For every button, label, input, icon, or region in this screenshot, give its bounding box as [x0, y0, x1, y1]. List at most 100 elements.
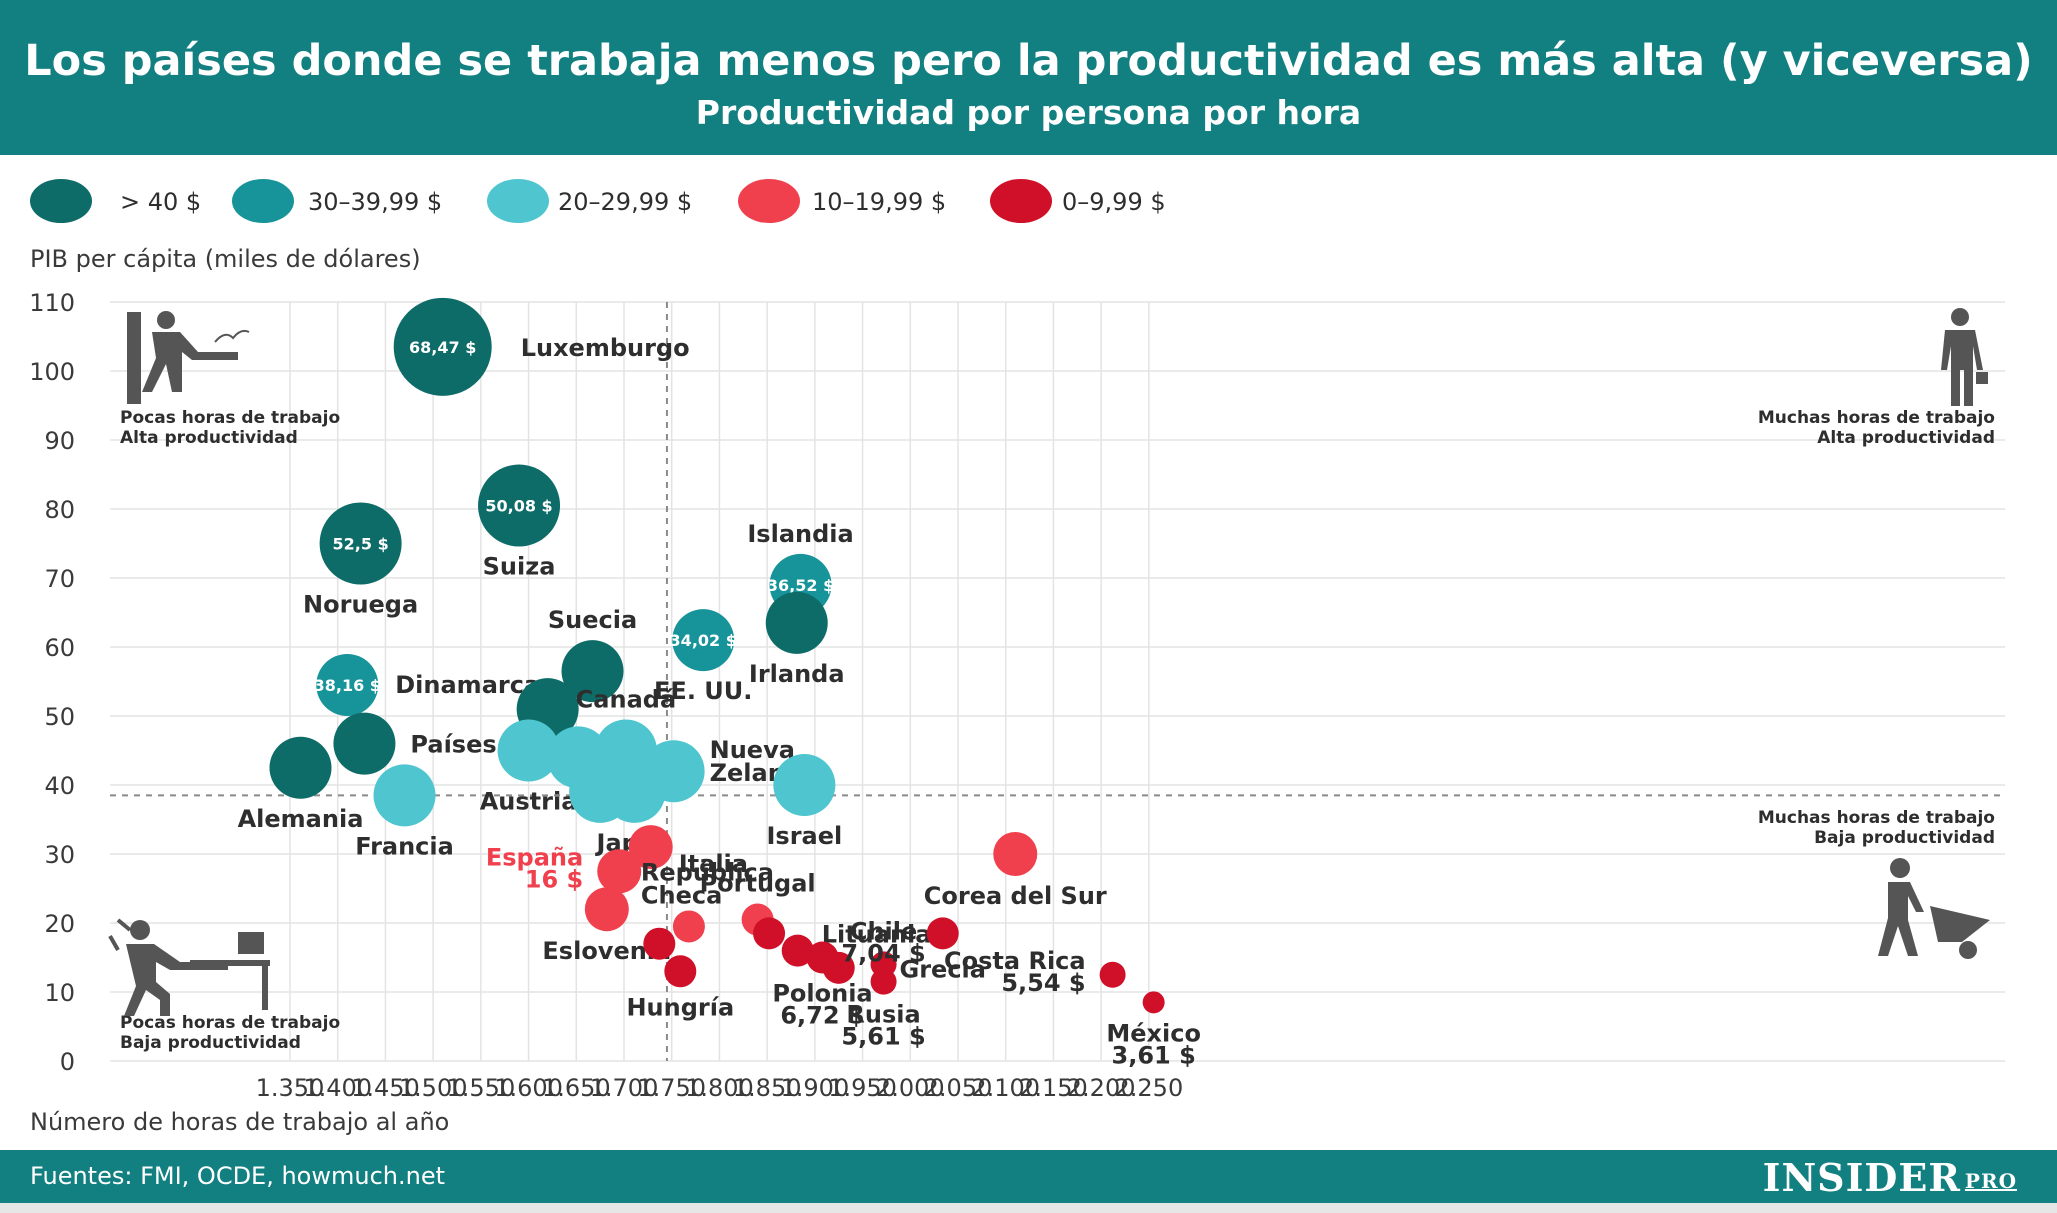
relaxed-worker-icon: [127, 311, 250, 404]
x-tick-label: 1.500: [399, 1074, 468, 1102]
y-tick-label: 90: [44, 427, 75, 455]
sources-note: Fuentes: FMI, OCDE, howmuch.net: [30, 1162, 446, 1190]
data-point-méxico: [1142, 991, 1165, 1014]
quadrant-label-bottom-left: Baja productividad: [120, 1033, 301, 1053]
x-tick-label: 1.650: [542, 1074, 611, 1102]
value-label: 36,52 $: [767, 576, 834, 595]
x-tick-label: 2.200: [1067, 1074, 1136, 1102]
data-point-dinamarca: [316, 653, 379, 716]
country-label: Canadá: [576, 686, 676, 714]
legend-swatch-c10_19: [738, 179, 800, 223]
country-label: Corea del Sur: [924, 882, 1107, 910]
data-point-españa: [597, 849, 642, 894]
country-label: México 3,61 $: [1106, 1019, 1201, 1069]
data-point-países-bajos: [333, 712, 396, 775]
country-label: Grecia: [900, 955, 986, 983]
chart-title: Los países donde se trabaja menos pero l…: [24, 36, 2033, 86]
legend-label: 30–39,99 $: [308, 188, 442, 216]
x-axis-title: Número de horas de trabajo al año: [30, 1108, 449, 1136]
data-point-noruega: [319, 502, 402, 585]
country-label: Francia: [355, 832, 454, 860]
legend-swatch-c0_9: [990, 179, 1052, 223]
legend-swatch-gt40: [30, 179, 92, 223]
country-label: Costa Rica 5,54 $: [944, 947, 1086, 997]
x-tick-label: 2.000: [876, 1074, 945, 1102]
quadrant-label-top-right: Alta productividad: [1817, 428, 1995, 448]
country-label: Islandia: [747, 520, 853, 548]
data-point-alemania: [269, 736, 332, 799]
data-point-italia: [628, 825, 673, 870]
x-tick-label: 1.450: [351, 1074, 420, 1102]
businessman-icon: [1941, 308, 1988, 406]
y-tick-label: 80: [44, 496, 75, 524]
data-point-hungría: [664, 955, 697, 988]
data-point-república-checa: [672, 910, 705, 943]
country-label: Suiza: [483, 553, 556, 581]
country-label: Noruega: [303, 591, 418, 619]
x-tick-label: 1.600: [494, 1074, 563, 1102]
data-point-luxemburgo: [393, 297, 492, 396]
wheelbarrow-worker-icon: [1878, 858, 1990, 959]
quadrant-label-bottom-left: Pocas horas de trabajo: [120, 1013, 340, 1033]
legend-swatch-c20_29: [487, 179, 549, 223]
y-tick-label: 110: [29, 289, 75, 317]
data-point-lituania: [781, 934, 814, 967]
x-tick-label: 1.550: [447, 1074, 516, 1102]
header-banner: Los países donde se trabaja menos pero l…: [0, 0, 2057, 155]
y-tick-label: 30: [44, 841, 75, 869]
data-point-costa-rica: [1099, 961, 1126, 988]
y-tick-label: 70: [44, 565, 75, 593]
legend-label: > 40 $: [120, 188, 201, 216]
country-label: Italia: [679, 850, 748, 878]
y-tick-label: 0: [60, 1048, 75, 1076]
data-point-unlabeled-29: [822, 951, 855, 984]
x-tick-label: 2.250: [1115, 1074, 1184, 1102]
country-label: España 16 $: [486, 843, 583, 893]
y-tick-label: 60: [44, 634, 75, 662]
y-tick-label: 10: [44, 979, 75, 1007]
x-tick-label: 1.750: [637, 1074, 706, 1102]
quadrant-label-top-right: Muchas horas de trabajo: [1758, 408, 1995, 428]
quadrant-label-bottom-right: Baja productividad: [1814, 828, 1995, 848]
data-point-francia: [373, 764, 436, 827]
country-label: República Checa: [641, 858, 774, 909]
legend-label: 20–29,99 $: [558, 188, 692, 216]
value-label: 52,5 $: [333, 535, 389, 554]
brand-name: INSIDER: [1762, 1155, 1961, 1200]
y-tick-label: 100: [29, 358, 75, 386]
data-point-irlanda: [765, 591, 828, 654]
country-label: Lituania: [822, 921, 932, 949]
x-tick-label: 2.150: [1019, 1074, 1088, 1102]
y-tick-label: 40: [44, 772, 75, 800]
y-axis-title: PIB per cápita (miles de dólares): [30, 245, 421, 273]
country-label: Hungría: [626, 993, 734, 1021]
data-point-suecia: [561, 640, 624, 703]
x-tick-label: 2.050: [924, 1074, 993, 1102]
x-tick-label: 1.700: [590, 1074, 659, 1102]
value-label: 68,47 $: [409, 338, 476, 357]
legend-label: 0–9,99 $: [1062, 188, 1166, 216]
data-point-eslovenia: [584, 887, 629, 932]
data-point-unlabeled-23: [643, 927, 676, 960]
quadrant-label-top-left: Alta productividad: [120, 428, 298, 448]
data-point-corea-del-sur: [993, 832, 1038, 876]
legend-label: 10–19,99 $: [812, 188, 946, 216]
country-label: Polonia 6,72 $: [772, 980, 872, 1030]
country-label: Israel: [766, 822, 842, 850]
country-label: Rusia 5,61 $: [841, 1001, 925, 1051]
scatter-chart: 0 10 20 30 40 50 60 70 80 90 100 110 1.3501.4001.450…: [29, 179, 2005, 1136]
value-label: 38,16 $: [314, 676, 381, 695]
data-point-unlabeled-26: [753, 917, 786, 950]
data-point-nueva-zelanda: [642, 740, 705, 803]
data-point-austria: [497, 719, 560, 782]
data-point-grecia: [926, 917, 959, 950]
x-tick-label: 1.950: [828, 1074, 897, 1102]
country-label: Luxemburgo: [521, 334, 690, 362]
quadrant-label-bottom-right: Muchas horas de trabajo: [1758, 808, 1995, 828]
x-tick-label: 1.900: [781, 1074, 850, 1102]
chart-subtitle: Productividad por persona por hora: [695, 93, 1362, 132]
quadrant-label-top-left: Pocas horas de trabajo: [120, 408, 340, 428]
x-tick-label: 1.850: [733, 1074, 802, 1102]
country-label: Austria: [480, 788, 578, 816]
